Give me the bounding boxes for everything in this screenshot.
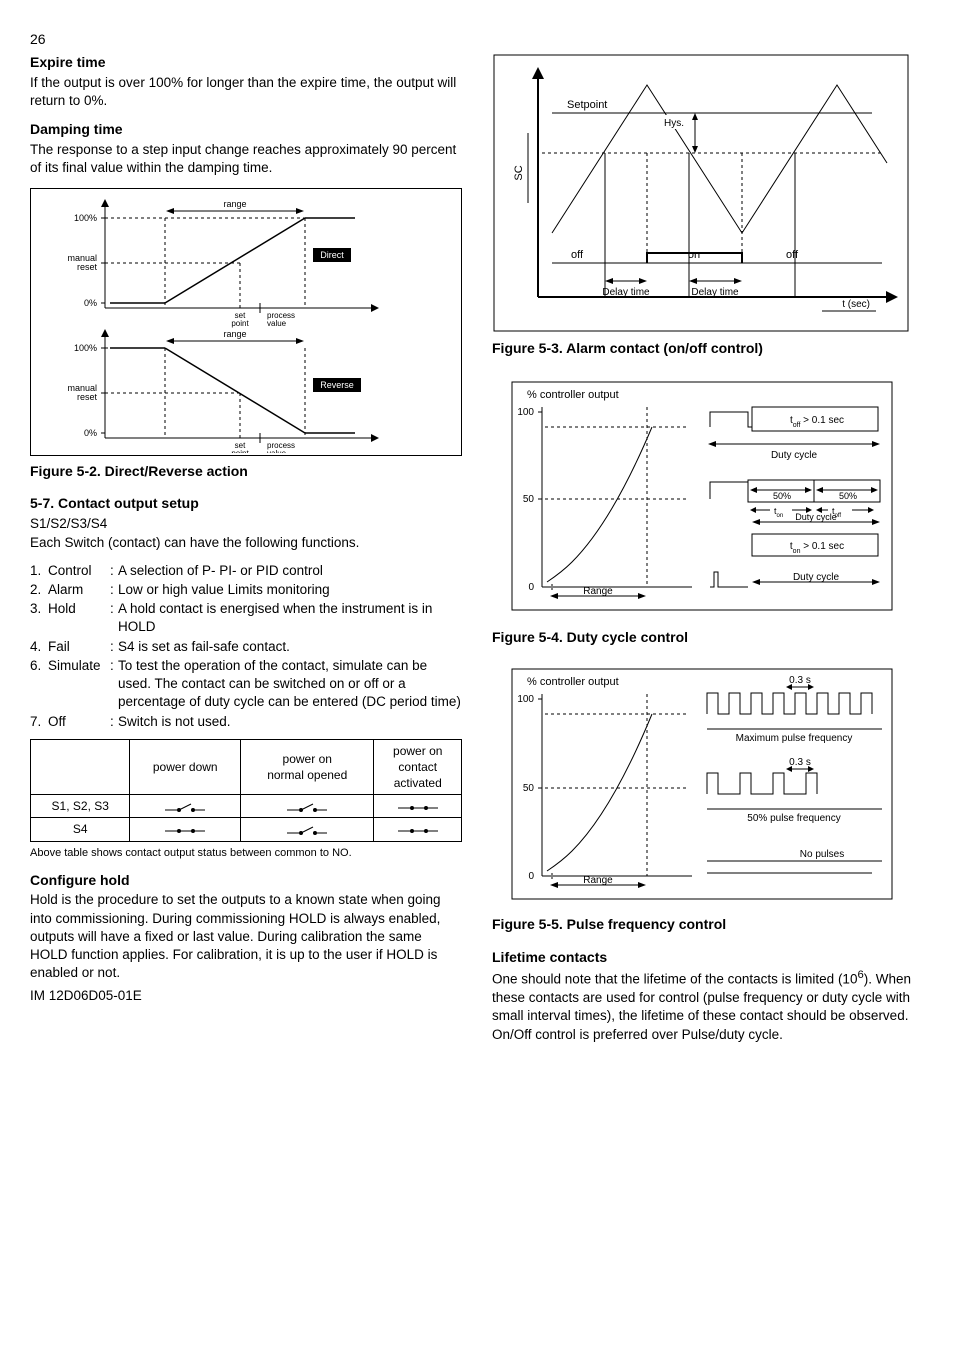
figure-5-4-caption: Figure 5-4. Duty cycle control xyxy=(492,628,924,647)
fig54-title: % controller output xyxy=(527,389,619,401)
relay-sym-closed xyxy=(130,818,241,841)
fig53-hys: Hys. xyxy=(664,118,684,129)
fig54-range: Range xyxy=(583,586,613,597)
fig55-title: % controller output xyxy=(527,676,619,688)
fig52-setpoint-b: setpoint xyxy=(231,441,249,453)
figure-5-4: % controller output 100 50 0 Range toff … xyxy=(492,372,924,622)
relay-r1-label: S4 xyxy=(31,818,130,841)
relay-table: power down power onnormal opened power o… xyxy=(30,739,462,842)
relay-h2: power onnormal opened xyxy=(240,739,374,795)
fig53-off1: off xyxy=(571,249,584,261)
fig52-y0-a: 0% xyxy=(84,298,97,308)
fig55-nopulse: No pulses xyxy=(800,849,844,860)
config-hold-heading: Configure hold xyxy=(30,871,462,890)
figure-5-5-svg: % controller output 100 50 0 Range 0.3 s… xyxy=(492,661,910,909)
fig54-y100: 100 xyxy=(517,407,534,418)
relay-sym-open xyxy=(240,795,374,818)
fn-desc: A selection of P- PI- or PID control xyxy=(118,562,462,580)
fn-num: 1. xyxy=(30,562,48,580)
fig54-duty1: Duty cycle xyxy=(771,450,818,461)
relay-r0-label: S1, S2, S3 xyxy=(31,795,130,818)
contact-setup-heading: 5-7. Contact output setup xyxy=(30,494,462,513)
figure-5-2-caption: Figure 5-2. Direct/Reverse action xyxy=(30,462,462,481)
fig54-tonlabel: ton xyxy=(774,506,783,519)
fn-name: Control xyxy=(48,562,110,580)
fig52-y100-a: 100% xyxy=(74,213,97,223)
fig54-50a: 50% xyxy=(773,491,791,501)
left-column: Expire time If the output is over 100% f… xyxy=(30,53,462,1054)
figure-5-3-caption: Figure 5-3. Alarm contact (on/off contro… xyxy=(492,339,924,358)
fig54-y50: 50 xyxy=(523,494,535,505)
fig54-y0: 0 xyxy=(528,582,534,593)
figure-5-2: 100% manualreset 0% range xyxy=(30,188,462,456)
fig52-y0-b: 0% xyxy=(84,428,97,438)
fig52-range-b: range xyxy=(223,329,246,339)
fig53-tsec: t (sec) xyxy=(842,299,870,310)
relay-sym-open xyxy=(240,818,374,841)
fig55-t03a: 0.3 s xyxy=(789,675,811,686)
figure-5-2-svg: 100% manualreset 0% range xyxy=(35,193,405,453)
fig55-range: Range xyxy=(583,875,613,886)
fig55-y50: 50 xyxy=(523,783,535,794)
two-column-layout: Expire time If the output is over 100% f… xyxy=(30,53,924,1054)
fig52-range-a: range xyxy=(223,199,246,209)
relay-sym-closed xyxy=(374,795,462,818)
fig53-on: on xyxy=(688,249,700,261)
fig53-off2: off xyxy=(786,249,799,261)
relay-sym-open xyxy=(130,795,241,818)
fig55-y100: 100 xyxy=(517,694,534,705)
relay-h3: power oncontactactivated xyxy=(374,739,462,795)
fig53-delay2: Delay time xyxy=(691,287,739,298)
figure-5-3-svg: SC Setpoint Hys. off on xyxy=(492,53,910,333)
figure-5-3: SC Setpoint Hys. off on xyxy=(492,53,924,333)
function-list: 1.Control:A selection of P- PI- or PID c… xyxy=(30,562,462,731)
fig54-duty3: Duty cycle xyxy=(793,572,840,583)
fig55-max: Maximum pulse frequency xyxy=(736,733,853,744)
fig55-y0: 0 xyxy=(528,871,534,882)
damping-body: The response to a step input change reac… xyxy=(30,141,462,177)
right-column: SC Setpoint Hys. off on xyxy=(492,53,924,1054)
fig52-direct: Direct xyxy=(320,250,344,260)
lifetime-body: One should note that the lifetime of the… xyxy=(492,968,924,1043)
relay-table-note: Above table shows contact output status … xyxy=(30,846,462,861)
fig55-t03b: 0.3 s xyxy=(789,757,811,768)
fig52-reverse: Reverse xyxy=(320,380,354,390)
fig54-toff: toff > 0.1 sec xyxy=(790,415,844,429)
relay-sym-closed xyxy=(374,818,462,841)
fig53-delay1: Delay time xyxy=(602,287,650,298)
expire-body: If the output is over 100% for longer th… xyxy=(30,74,462,110)
relay-h0 xyxy=(31,739,130,795)
expire-heading: Expire time xyxy=(30,53,462,72)
lifetime-heading: Lifetime contacts xyxy=(492,948,924,967)
page-number: 26 xyxy=(30,30,924,49)
fig52-y100-b: 100% xyxy=(74,343,97,353)
fig54-duty2: Duty cycle xyxy=(795,512,837,522)
config-hold-body: Hold is the procedure to set the outputs… xyxy=(30,891,462,982)
contact-setup-intro: Each Switch (contact) can have the follo… xyxy=(30,534,462,552)
fig55-50p: 50% pulse frequency xyxy=(747,813,840,824)
footer-code: IM 12D06D05-01E xyxy=(30,987,462,1005)
fig52-pv-b: processvalue xyxy=(267,441,295,453)
fig54-ton: ton > 0.1 sec xyxy=(790,541,844,555)
contact-setup-sub: S1/S2/S3/S4 xyxy=(30,515,462,533)
fig52-pv-a: processvalue xyxy=(267,311,295,328)
damping-heading: Damping time xyxy=(30,120,462,139)
fig52-manual-a: manualreset xyxy=(67,253,97,272)
figure-5-5: % controller output 100 50 0 Range 0.3 s… xyxy=(492,661,924,909)
figure-5-5-caption: Figure 5-5. Pulse frequency control xyxy=(492,915,924,934)
relay-h1: power down xyxy=(130,739,241,795)
fig53-setpoint: Setpoint xyxy=(567,99,607,111)
fig53-sc: SC xyxy=(513,165,525,180)
fig52-setpoint-a: setpoint xyxy=(231,311,249,328)
fig54-50b: 50% xyxy=(839,491,857,501)
figure-5-4-svg: % controller output 100 50 0 Range toff … xyxy=(492,372,910,622)
fig52-manual-b: manualreset xyxy=(67,383,97,402)
